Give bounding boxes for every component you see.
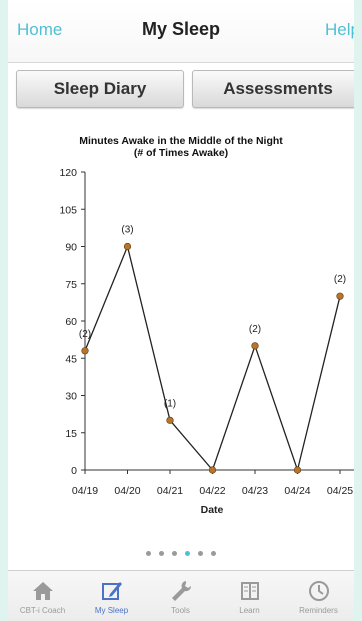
data-point xyxy=(336,292,344,300)
y-tick-label: 60 xyxy=(65,316,77,328)
y-tick-label: 75 xyxy=(65,279,77,291)
assessments-button[interactable]: Assessments xyxy=(192,70,354,108)
home-link[interactable]: Home xyxy=(17,20,63,39)
x-tick-label: 04/25 xyxy=(327,485,353,497)
tab-cbti-coach[interactable]: CBT-i Coach xyxy=(8,571,77,621)
page-dot[interactable] xyxy=(159,551,164,556)
tab-label: My Sleep xyxy=(94,606,129,615)
navigation-bar: Home My Sleep Help xyxy=(8,0,354,63)
page-dot[interactable] xyxy=(211,551,216,556)
tab-label: Reminders xyxy=(299,606,338,615)
x-axis-label: Date xyxy=(201,504,224,516)
x-tick-label: 04/20 xyxy=(114,485,140,497)
tab-bar: CBT-i Coach My Sleep Tools Learn Reminde… xyxy=(8,570,354,621)
tab-label: Tools xyxy=(171,606,190,615)
page-dot[interactable] xyxy=(185,551,190,556)
tab-my-sleep[interactable]: My Sleep xyxy=(77,571,146,621)
x-tick-label: 04/21 xyxy=(157,485,183,497)
wrench-icon xyxy=(146,577,215,605)
chart-subtitle: (# of Times Awake) xyxy=(133,147,229,159)
data-point xyxy=(208,466,217,474)
data-label: (2) xyxy=(79,329,91,340)
y-tick-label: 120 xyxy=(59,167,77,179)
home-icon xyxy=(8,577,77,605)
tab-label: Learn xyxy=(239,606,260,615)
page-indicator[interactable] xyxy=(8,543,354,561)
clock-icon xyxy=(284,577,353,605)
y-tick-label: 90 xyxy=(65,242,77,254)
edit-icon xyxy=(77,577,146,605)
data-label: (2) xyxy=(334,274,346,285)
data-point xyxy=(251,342,259,350)
sleep-diary-button[interactable]: Sleep Diary xyxy=(16,70,184,108)
tab-label: CBT-i Coach xyxy=(19,606,66,615)
y-tick-label: 45 xyxy=(65,353,77,365)
data-label: (3) xyxy=(121,225,133,236)
y-tick-label: 105 xyxy=(59,204,77,216)
page-title: My Sleep xyxy=(141,19,221,39)
data-point xyxy=(81,347,89,355)
book-icon xyxy=(215,577,284,605)
data-point xyxy=(293,466,302,474)
data-point xyxy=(123,242,132,251)
app-frame: Home My Sleep Help Sleep Diary Assessmen… xyxy=(8,0,354,621)
page-dot[interactable] xyxy=(172,551,177,556)
data-label: (2) xyxy=(249,324,261,335)
tab-tools[interactable]: Tools xyxy=(146,571,215,621)
page-dot[interactable] xyxy=(198,551,203,556)
help-link[interactable]: Help xyxy=(325,20,354,39)
tab-reminders[interactable]: Reminders xyxy=(284,571,353,621)
x-tick-label: 04/24 xyxy=(284,485,310,497)
line-chart: 0 15 30 45 60 75 90 105 120 04/19 04/20 04/21 04/22 0… xyxy=(59,167,354,516)
tab-learn[interactable]: Learn xyxy=(215,571,284,621)
x-tick-label: 04/22 xyxy=(199,485,225,497)
x-tick-label: 04/19 xyxy=(72,485,98,497)
x-tick-label: 04/23 xyxy=(242,485,268,497)
series-line xyxy=(84,244,341,473)
y-tick-label: 0 xyxy=(71,465,77,477)
chart-title-block: Minutes Awake in the Middle of the Night… xyxy=(8,135,354,159)
chart-title: Minutes Awake in the Middle of the Night xyxy=(79,135,283,147)
data-point xyxy=(166,416,174,424)
page-dot[interactable] xyxy=(146,551,151,556)
data-label: (1) xyxy=(164,398,176,409)
y-tick-label: 15 xyxy=(65,428,77,440)
y-tick-label: 30 xyxy=(65,391,77,403)
